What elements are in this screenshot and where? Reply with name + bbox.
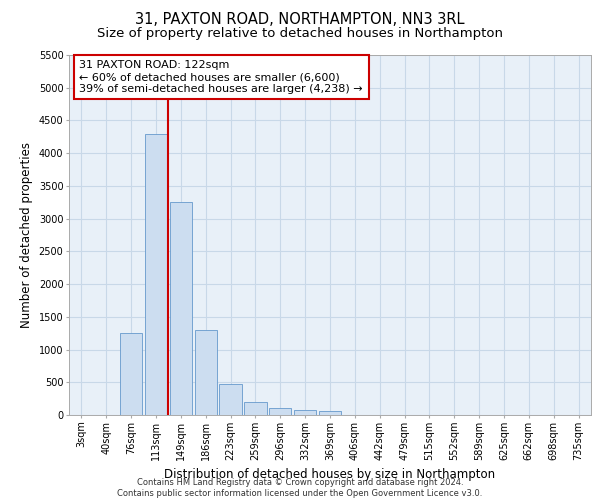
Bar bbox=[145, 134, 167, 415]
Text: Contains HM Land Registry data © Crown copyright and database right 2024.
Contai: Contains HM Land Registry data © Crown c… bbox=[118, 478, 482, 498]
Text: 31 PAXTON ROAD: 122sqm
← 60% of detached houses are smaller (6,600)
39% of semi-: 31 PAXTON ROAD: 122sqm ← 60% of detached… bbox=[79, 60, 363, 94]
Bar bbox=[120, 333, 142, 415]
Bar bbox=[170, 202, 192, 415]
X-axis label: Distribution of detached houses by size in Northampton: Distribution of detached houses by size … bbox=[164, 468, 496, 481]
Y-axis label: Number of detached properties: Number of detached properties bbox=[20, 142, 33, 328]
Bar bbox=[194, 330, 217, 415]
Text: Size of property relative to detached houses in Northampton: Size of property relative to detached ho… bbox=[97, 28, 503, 40]
Bar bbox=[294, 410, 316, 415]
Text: 31, PAXTON ROAD, NORTHAMPTON, NN3 3RL: 31, PAXTON ROAD, NORTHAMPTON, NN3 3RL bbox=[135, 12, 465, 28]
Bar bbox=[319, 411, 341, 415]
Bar bbox=[269, 408, 292, 415]
Bar bbox=[220, 384, 242, 415]
Bar bbox=[244, 402, 266, 415]
